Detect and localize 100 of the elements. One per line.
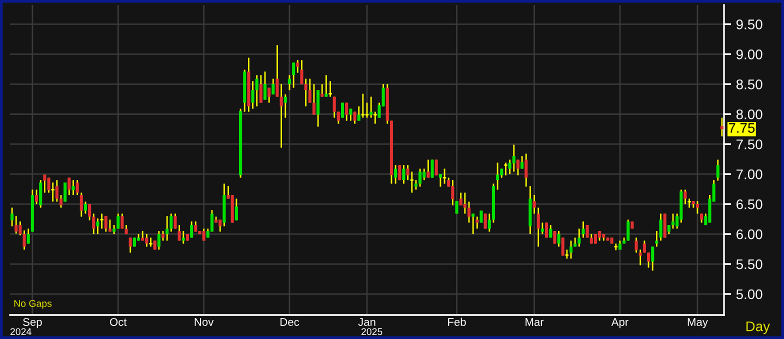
candlestick: [324, 74, 328, 98]
candlestick: [120, 212, 124, 230]
candlestick: [259, 74, 262, 104]
candlestick: [651, 246, 654, 272]
y-tick-label: 6.00: [736, 229, 762, 240]
candlestick: [578, 228, 581, 248]
candlestick: [402, 164, 406, 184]
candlestick: [72, 179, 75, 196]
candlestick: [255, 74, 258, 108]
candlestick: [472, 212, 475, 235]
candlestick: [349, 108, 352, 122]
candlestick: [92, 212, 96, 235]
candlestick: [39, 179, 42, 208]
candlestick: [284, 94, 287, 118]
candlestick: [496, 162, 500, 190]
candlestick: [520, 155, 524, 170]
candlestick: [96, 218, 100, 235]
y-tick-label: 9.50: [736, 20, 762, 30]
x-tick-label: Sep: [23, 318, 42, 328]
text: Day: [746, 322, 770, 334]
candlestick: [467, 200, 471, 224]
candlestick: [671, 212, 675, 230]
y-tick-label: 6.50: [736, 199, 762, 210]
candlestick: [569, 240, 573, 260]
candlestick: [174, 212, 177, 230]
candlestick: [557, 230, 560, 248]
candlestick: [536, 206, 540, 248]
text: 2024: [10, 328, 32, 336]
candlestick: [663, 212, 666, 238]
candlestick: [104, 215, 108, 232]
candlestick: [50, 182, 56, 202]
text: 2025: [361, 328, 382, 336]
candlestick: [157, 230, 160, 250]
candlestick: [182, 230, 185, 244]
candlestick: [161, 230, 165, 242]
candlestick: [14, 215, 18, 234]
candlestick: [218, 218, 222, 232]
x-tick-label: May: [688, 318, 708, 328]
y-tick-label: 5.00: [736, 289, 762, 300]
candlestick: [442, 168, 447, 184]
candlestick: [561, 236, 564, 256]
candlestick: [418, 168, 422, 188]
x-tick-label: Dec: [280, 318, 300, 326]
candlestick: [234, 198, 238, 221]
candlestick: [716, 159, 720, 182]
candlestick: [696, 200, 700, 214]
candlestick: [426, 159, 430, 178]
candlestick: [84, 200, 88, 214]
candlestick: [646, 252, 650, 268]
candlestick: [312, 83, 316, 116]
candlestick: [332, 96, 336, 118]
candlestick: [336, 111, 340, 124]
candlestick: [549, 224, 552, 238]
candlestick: [116, 212, 120, 230]
candlestick: [553, 230, 556, 244]
candlestick: [280, 83, 283, 148]
candlestick: [55, 179, 58, 202]
candlestick: [394, 164, 398, 184]
candlestick: [166, 215, 169, 242]
candlestick: [292, 62, 296, 88]
x-tick-label: Feb: [448, 318, 466, 326]
y-tick-label: 9.00: [736, 50, 762, 60]
candlestick: [263, 70, 267, 100]
candlestick: [370, 96, 373, 118]
text: 7.75: [728, 123, 755, 133]
candlestick: [76, 179, 79, 196]
candlestick: [540, 222, 544, 235]
candlestick: [512, 144, 516, 172]
candlestick: [288, 74, 292, 91]
candlestick: [300, 59, 304, 85]
candlestick: [544, 222, 548, 238]
annotation: No Gaps: [14, 300, 52, 309]
x-tick-label: Nov: [194, 318, 214, 326]
candlestick: [340, 102, 344, 118]
x-tick-label: Oct: [110, 318, 127, 326]
candlestick: [586, 224, 589, 238]
candlestick: [484, 212, 487, 230]
candlestick: [524, 153, 528, 188]
candlestick: [463, 192, 466, 214]
y-tick-label: 8.00: [736, 109, 762, 120]
candlestick: [145, 233, 148, 248]
candlestick: [438, 173, 442, 188]
candlestick: [26, 228, 30, 244]
candlestick: [532, 194, 536, 214]
candlestick: [345, 102, 348, 122]
candlestick: [268, 87, 271, 104]
y-tick-label: 7.50: [736, 139, 762, 150]
candlestick: [308, 78, 312, 104]
candlestick: [434, 159, 438, 176]
candlestick: [398, 164, 402, 181]
candlestick: [360, 93, 366, 118]
y-tick-label: 7.00: [736, 169, 762, 180]
candlestick: [10, 206, 14, 227]
candlestick: [598, 230, 602, 242]
candlestick: [626, 218, 630, 242]
candlestick: [451, 179, 454, 206]
candlestick: [304, 78, 308, 108]
candlestick: [34, 188, 38, 205]
candlestick: [422, 168, 426, 181]
candlestick: [488, 212, 491, 232]
